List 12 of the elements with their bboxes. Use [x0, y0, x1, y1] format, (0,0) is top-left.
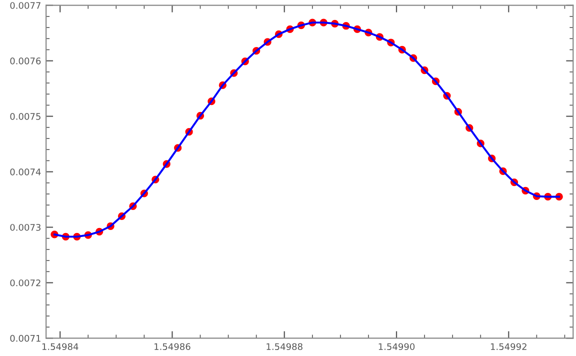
y-tick-label: 0.0077 [10, 2, 40, 9]
y-tick-label: 0.0075 [10, 113, 40, 120]
y-tick-label: 0.0074 [10, 168, 41, 176]
x-tick-label: 1.54986 [154, 343, 190, 350]
x-tick-label: 1.54988 [266, 343, 302, 350]
y-tick-label: 0.0072 [10, 279, 40, 286]
x-tick-label: 1.54990 [378, 343, 415, 350]
x-tick-label: 1.54984 [42, 343, 78, 350]
y-tick-label: 0.0073 [10, 224, 40, 231]
y-tick-label: 0.0076 [10, 58, 41, 64]
y-tick-label: 0.0071 [10, 334, 40, 342]
x-tick-label: 1.54992 [490, 343, 526, 350]
